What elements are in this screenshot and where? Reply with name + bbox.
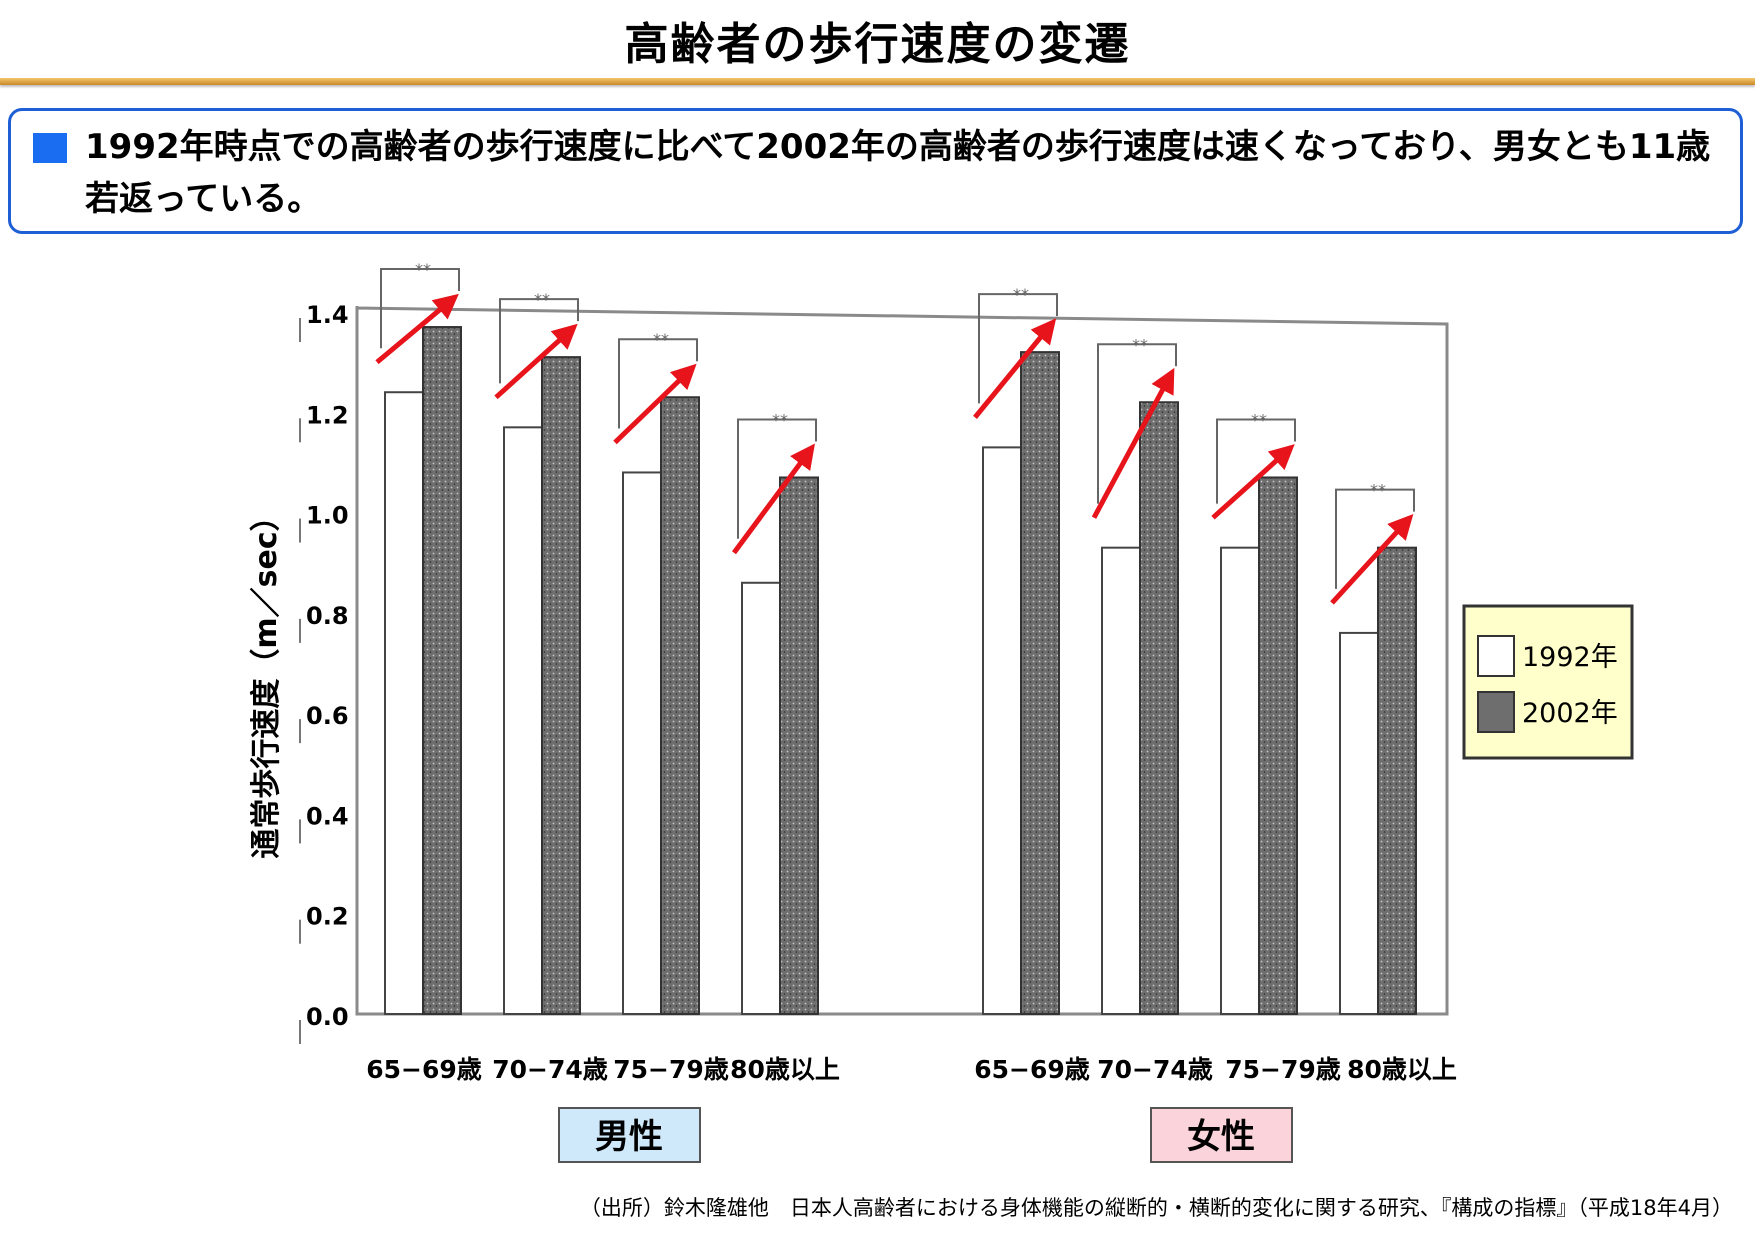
y-tick-label: 0.8 bbox=[306, 602, 349, 630]
significance-mark: ** bbox=[534, 290, 550, 309]
increase-arrow bbox=[1211, 444, 1295, 520]
page-title: 高齢者の歩行速度の変遷 bbox=[624, 19, 1131, 70]
significance-bracket bbox=[1216, 418, 1296, 504]
bar-1992 bbox=[1101, 546, 1141, 1016]
significance-mark: ** bbox=[653, 330, 669, 349]
significance-bracket bbox=[978, 293, 1058, 404]
x-tick-label: 75−79歳 bbox=[1225, 1055, 1341, 1084]
bar-2002 bbox=[1020, 351, 1060, 1016]
summary-text: 1992年時点での高齢者の歩行速度に比べて2002年の高齢者の歩行速度は速くなっ… bbox=[85, 127, 1711, 219]
significance-mark: ** bbox=[1013, 285, 1029, 304]
significance-mark: ** bbox=[1251, 410, 1267, 429]
x-tick-label: 80歳以上 bbox=[730, 1055, 840, 1084]
y-tick-label: 1.0 bbox=[306, 502, 349, 530]
significance-bracket bbox=[380, 268, 460, 349]
significance-mark: ** bbox=[772, 410, 788, 429]
legend-box bbox=[1462, 604, 1634, 760]
increase-arrow bbox=[973, 318, 1057, 419]
square-bullet-icon bbox=[33, 133, 67, 163]
legend-swatch-2002 bbox=[1477, 691, 1515, 733]
bar-1992 bbox=[741, 581, 781, 1015]
summary-box: 1992年時点での高齢者の歩行速度に比べて2002年の高齢者の歩行速度は速くなっ… bbox=[8, 108, 1743, 234]
title-divider bbox=[0, 78, 1755, 85]
significance-bracket bbox=[1335, 488, 1415, 589]
increase-arrow bbox=[613, 363, 697, 445]
significance-bracket bbox=[737, 418, 817, 539]
bar-1992 bbox=[503, 426, 543, 1016]
bar-1992 bbox=[622, 471, 662, 1015]
y-axis-label: 通常歩行速度（m／sec） bbox=[249, 501, 284, 858]
legend-label-2002: 2002年 bbox=[1522, 698, 1618, 729]
bar-2002 bbox=[541, 356, 581, 1015]
bar-1992 bbox=[1339, 631, 1379, 1016]
increase-arrow bbox=[494, 323, 578, 400]
x-tick-label: 70−74歳 bbox=[492, 1055, 608, 1084]
bar-2002 bbox=[1377, 546, 1417, 1016]
significance-bracket bbox=[499, 298, 579, 384]
female-group-label: 女性 bbox=[1187, 1117, 1255, 1157]
bar-2002 bbox=[660, 396, 700, 1015]
increase-arrow bbox=[1091, 367, 1175, 519]
x-tick-label: 65−69歳 bbox=[974, 1055, 1090, 1084]
y-tick-label: 0.6 bbox=[306, 702, 349, 730]
female-group-box bbox=[1150, 1107, 1293, 1163]
bar-2002 bbox=[779, 476, 819, 1015]
increase-arrow bbox=[731, 443, 815, 555]
male-group-label: 男性 bbox=[595, 1117, 663, 1157]
significance-mark: ** bbox=[1132, 335, 1148, 354]
increase-arrow bbox=[1330, 513, 1414, 605]
y-tick-label: 0.4 bbox=[306, 802, 349, 830]
male-group-box bbox=[558, 1107, 701, 1163]
bar-1992 bbox=[384, 391, 424, 1015]
significance-bracket bbox=[1097, 343, 1177, 504]
significance-bracket bbox=[618, 338, 698, 429]
x-tick-label: 80歳以上 bbox=[1347, 1055, 1457, 1084]
x-tick-label: 75−79歳 bbox=[613, 1055, 729, 1084]
plot-frame bbox=[355, 306, 1449, 1016]
x-tick-label: 65−69歳 bbox=[366, 1055, 482, 1084]
legend-label-1992: 1992年 bbox=[1522, 642, 1618, 673]
bar-2002 bbox=[1139, 401, 1179, 1015]
y-tick-label: 0.2 bbox=[306, 903, 349, 931]
legend-swatch-1992 bbox=[1477, 635, 1515, 677]
source-note: （出所）鈴木隆雄他 日本人高齢者における身体機能の縦断的・横断的変化に関する研究… bbox=[579, 1196, 1733, 1220]
bar-1992 bbox=[1220, 546, 1260, 1016]
x-tick-label: 70−74歳 bbox=[1097, 1055, 1213, 1084]
bar-2002 bbox=[1258, 476, 1298, 1015]
y-tick-label: 1.2 bbox=[306, 401, 349, 429]
bar-1992 bbox=[982, 446, 1022, 1015]
increase-arrow bbox=[375, 293, 459, 365]
y-tick-label: 0.0 bbox=[306, 1003, 349, 1031]
significance-mark: ** bbox=[1370, 481, 1386, 500]
y-tick-label: 1.4 bbox=[306, 301, 349, 329]
bar-2002 bbox=[422, 326, 462, 1015]
significance-mark: ** bbox=[415, 260, 431, 279]
